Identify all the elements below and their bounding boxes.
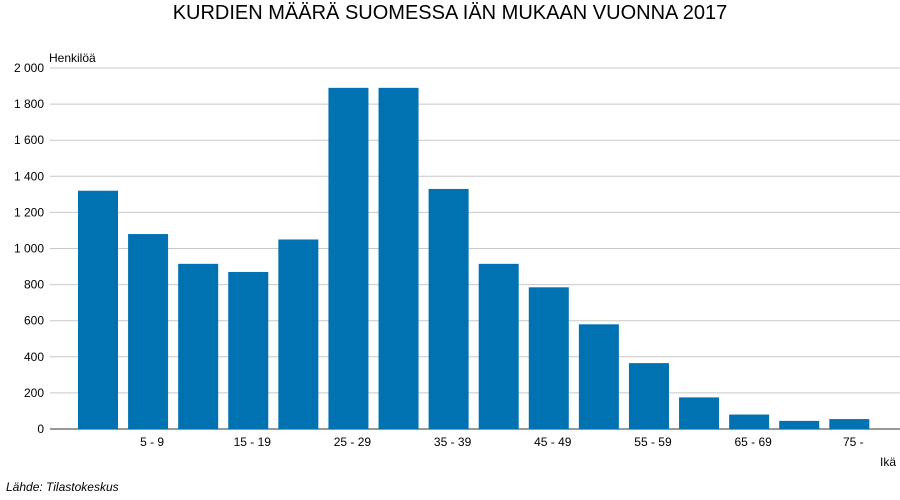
bar bbox=[829, 419, 870, 429]
bar bbox=[78, 190, 118, 429]
x-tick-label: 25 - 29 bbox=[334, 435, 372, 449]
y-tick-label: 1 800 bbox=[14, 97, 44, 111]
x-tick-label: 55 - 59 bbox=[634, 435, 672, 449]
bar bbox=[378, 87, 419, 429]
y-tick-label: 800 bbox=[24, 278, 44, 292]
bar bbox=[729, 414, 770, 429]
x-tick-label: 45 - 49 bbox=[534, 435, 572, 449]
bar bbox=[178, 263, 219, 429]
source-note: Lähde: Tilastokeskus bbox=[6, 480, 119, 494]
x-axis-label: Ikä bbox=[880, 455, 896, 469]
bar bbox=[578, 324, 619, 429]
x-tick-label: 65 - 69 bbox=[734, 435, 772, 449]
bar bbox=[428, 188, 469, 429]
y-tick-label: 1 200 bbox=[14, 205, 44, 219]
y-tick-label: 2 000 bbox=[14, 61, 44, 75]
x-tick-label: 75 - bbox=[843, 435, 864, 449]
bar bbox=[679, 397, 720, 429]
bar bbox=[628, 363, 669, 429]
bar bbox=[528, 287, 569, 429]
bar bbox=[128, 234, 169, 429]
bar bbox=[278, 239, 319, 429]
y-tick-label: 1 000 bbox=[14, 242, 44, 256]
y-axis-label: Henkilöä bbox=[49, 51, 96, 65]
x-tick-label: 15 - 19 bbox=[234, 435, 272, 449]
y-tick-label: 400 bbox=[24, 350, 44, 364]
x-tick-label: 35 - 39 bbox=[434, 435, 472, 449]
y-tick-label: 200 bbox=[24, 386, 44, 400]
bar bbox=[228, 271, 269, 429]
bar bbox=[779, 420, 820, 429]
bar bbox=[328, 87, 369, 429]
y-tick-label: 600 bbox=[24, 314, 44, 328]
x-tick-label: 5 - 9 bbox=[140, 435, 164, 449]
y-tick-label: 0 bbox=[37, 422, 44, 436]
y-tick-label: 1 600 bbox=[14, 133, 44, 147]
bar bbox=[478, 263, 519, 429]
y-tick-label: 1 400 bbox=[14, 169, 44, 183]
chart-title: KURDIEN MÄÄRÄ SUOMESSA IÄN MUKAAN VUONNA… bbox=[172, 2, 728, 24]
